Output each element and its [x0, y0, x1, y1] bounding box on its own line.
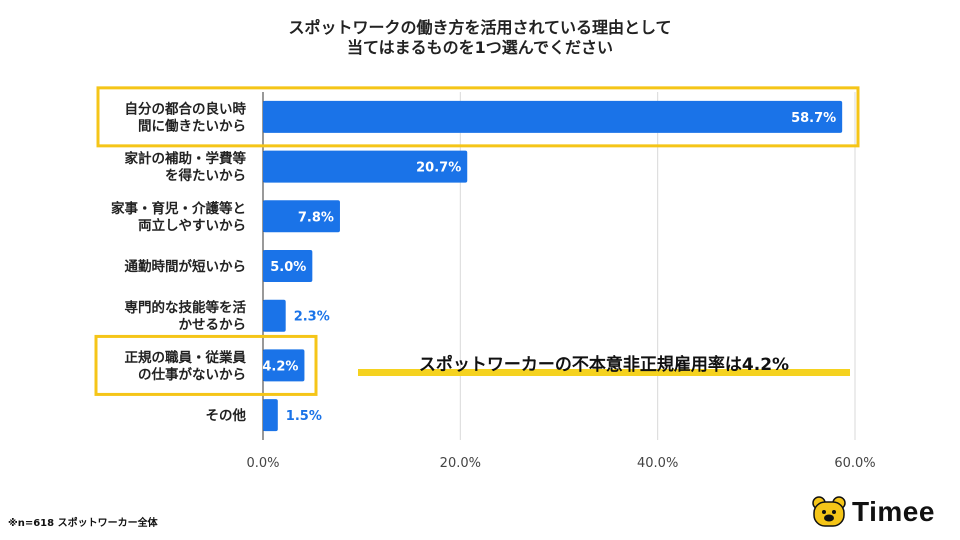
highlight-box — [94, 334, 318, 396]
highlight-box — [96, 86, 860, 148]
data-label: 20.7% — [416, 161, 461, 176]
category-label: 正規の職員・従業員 — [125, 349, 247, 366]
category-label: 自分の都合の良い時 — [125, 100, 247, 117]
data-label: 58.7% — [791, 111, 836, 126]
data-label: 2.3% — [294, 310, 330, 325]
category-label: 両立しやすいから — [138, 217, 246, 234]
bar — [263, 299, 286, 332]
category-label: 間に働きたいから — [138, 117, 246, 134]
bear-face-icon — [812, 496, 846, 527]
bar — [263, 100, 843, 133]
callout: スポットワーカーの不本意非正規雇用率は4.2% — [358, 350, 850, 376]
bar — [263, 349, 305, 382]
category-label: を得たいから — [165, 167, 246, 184]
callout-underline — [358, 369, 850, 376]
footnote: ※n=618 スポットワーカー全体 — [8, 518, 158, 529]
bar — [263, 200, 340, 233]
data-label: 5.0% — [270, 260, 306, 275]
timee-logo: Timee — [812, 496, 935, 528]
bar — [263, 250, 313, 282]
x-tick-label: 20.0% — [440, 456, 481, 471]
chart-title-line-2: 当てはまるものを1つ選んでください — [346, 38, 613, 57]
x-tick-label: 0.0% — [246, 456, 279, 471]
category-label: の仕事がないから — [138, 366, 246, 383]
logo-text: Timee — [852, 496, 935, 527]
category-label: 専門的な技能等を活 — [125, 299, 247, 316]
data-label: 1.5% — [286, 409, 322, 424]
x-tick-label: 60.0% — [834, 456, 875, 471]
category-label: その他 — [206, 407, 247, 424]
x-tick-label: 40.0% — [637, 456, 678, 471]
data-label: 4.2% — [262, 359, 298, 374]
category-label: かせるから — [179, 317, 247, 333]
callout-text: スポットワーカーの不本意非正規雇用率は4.2% — [418, 355, 790, 375]
bar — [263, 399, 278, 432]
category-label: 家計の補助・学費等 — [125, 150, 247, 167]
category-label: 家事・育児・介護等と — [111, 200, 246, 217]
data-label: 7.8% — [298, 210, 334, 225]
category-label: 通勤時間が短いから — [125, 258, 247, 275]
chart-title-line-1: スポットワークの働き方を活用されている理由として — [288, 18, 672, 37]
bar — [263, 150, 468, 183]
